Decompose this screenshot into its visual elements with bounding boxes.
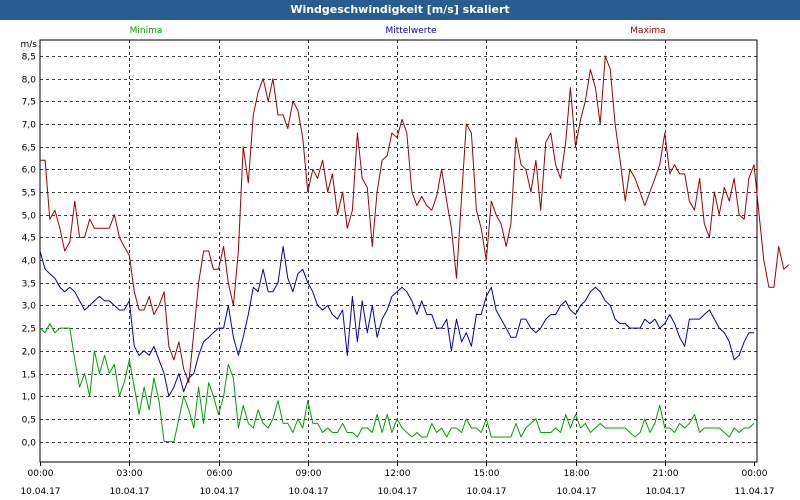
y-tick-label: 0,0 [22, 439, 37, 449]
legend-maxima: Maxima [630, 26, 665, 36]
x-tick-time: 21:00 [653, 469, 679, 479]
y-tick-label: 6,5 [22, 144, 36, 154]
y-tick-label: 1,0 [22, 393, 37, 403]
y-tick-label: 3,5 [22, 280, 36, 290]
x-tick-time: 15:00 [474, 469, 500, 479]
y-tick-label: 0,5 [22, 416, 36, 426]
x-tick-date: 10.04.17 [466, 487, 506, 497]
x-tick-date: 10.04.17 [20, 487, 60, 497]
y-tick-label: 2,5 [22, 325, 36, 335]
y-tick-label: 7,5 [22, 98, 36, 108]
x-tick-time: 12:00 [385, 469, 411, 479]
y-tick-label: 4,0 [22, 257, 37, 267]
x-tick-time: 09:00 [296, 469, 322, 479]
x-tick-time: 06:00 [207, 469, 233, 479]
series-line-mittelwerte [39, 246, 754, 397]
y-tick-label: 1,5 [22, 371, 36, 381]
x-tick-date: 10.04.17 [556, 487, 596, 497]
x-tick-time: 00:00 [742, 469, 768, 479]
legend-mittelwerte: Mittelwerte [385, 26, 436, 36]
x-tick-date: 10.04.17 [109, 487, 149, 497]
chart-title-bar: Windgeschwindigkeit [m/s] skaliert [0, 0, 800, 20]
x-tick-time: 03:00 [117, 469, 143, 479]
y-tick-label: 2,0 [22, 348, 37, 358]
y-tick-label: 3,0 [22, 302, 37, 312]
chart-title: Windgeschwindigkeit [m/s] skaliert [290, 3, 510, 16]
x-tick-date: 11.04.17 [734, 487, 774, 497]
y-tick-label: 4,5 [22, 234, 36, 244]
wind-speed-chart: 0,0 0,5 1,0 1,5 2,0 2,5 3,0 3,5 4,0 4,5 5,0 5,5 6,0 6… [20, 26, 790, 497]
plot-frame [39, 39, 758, 463]
series-line-minima [39, 323, 755, 443]
y-axis-unit: m/s [21, 40, 38, 50]
legend-minima: Minima [130, 26, 163, 36]
series-line-maxima [40, 55, 790, 384]
x-tick-time: 18:00 [564, 469, 590, 479]
y-tick-label: 5,5 [22, 189, 36, 199]
x-tick-date: 10.04.17 [199, 487, 239, 497]
x-tick-date: 10.04.17 [645, 487, 685, 497]
y-tick-label: 8,5 [22, 53, 36, 63]
y-tick-label: 8,0 [22, 76, 37, 86]
x-tick-date: 10.04.17 [288, 487, 328, 497]
y-tick-label: 6,0 [22, 166, 37, 176]
y-tick-label: 5,0 [22, 212, 37, 222]
x-tick-time: 00:00 [28, 469, 54, 479]
x-tick-date: 10.04.17 [377, 487, 417, 497]
y-tick-label: 7,0 [22, 121, 37, 131]
